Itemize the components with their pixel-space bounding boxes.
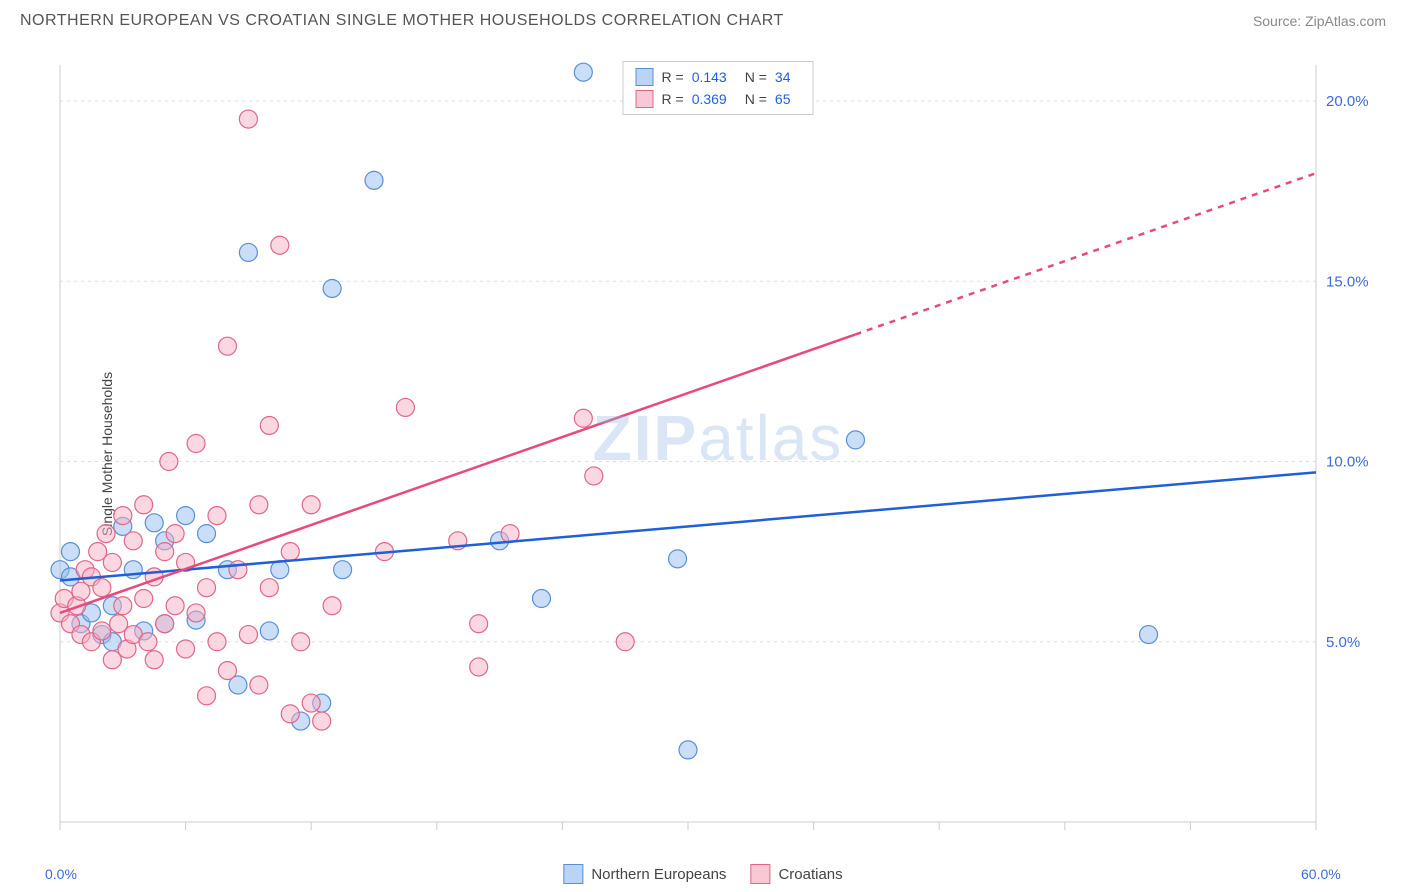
legend-item: Northern Europeans (563, 864, 726, 884)
legend-swatch (563, 864, 583, 884)
legend-label: Croatians (778, 866, 842, 883)
chart-title: NORTHERN EUROPEAN VS CROATIAN SINGLE MOT… (20, 12, 784, 30)
x-axis-tick-label: 0.0% (45, 866, 77, 882)
n-label: N = (745, 91, 767, 107)
legend-swatch (750, 864, 770, 884)
scatter-plot: 5.0% 10.0% 15.0% 20.0% (50, 55, 1386, 852)
svg-text:5.0%: 5.0% (1326, 634, 1360, 651)
legend-swatch (636, 68, 654, 86)
n-value: 34 (775, 69, 791, 85)
source-attribution: Source: ZipAtlas.com (1253, 13, 1386, 29)
stats-row: R = 0.369 N = 65 (636, 88, 801, 110)
bottom-legend: Northern Europeans Croatians (563, 864, 842, 884)
svg-text:20.0%: 20.0% (1326, 93, 1369, 110)
n-label: N = (745, 69, 767, 85)
chart-container: Single Mother Households 5.0%10.0%15.0%2… (50, 55, 1386, 852)
legend-swatch (636, 90, 654, 108)
svg-text:10.0%: 10.0% (1326, 454, 1369, 471)
r-label: R = (662, 69, 684, 85)
legend-label: Northern Europeans (591, 866, 726, 883)
legend-item: Croatians (750, 864, 842, 884)
r-value: 0.369 (692, 91, 727, 107)
r-value: 0.143 (692, 69, 727, 85)
svg-text:15.0%: 15.0% (1326, 273, 1369, 290)
x-axis-tick-label: 60.0% (1301, 866, 1341, 882)
n-value: 65 (775, 91, 791, 107)
r-label: R = (662, 91, 684, 107)
stats-legend-box: R = 0.143 N = 34 R = 0.369 N = 65 (623, 61, 814, 115)
stats-row: R = 0.143 N = 34 (636, 66, 801, 88)
